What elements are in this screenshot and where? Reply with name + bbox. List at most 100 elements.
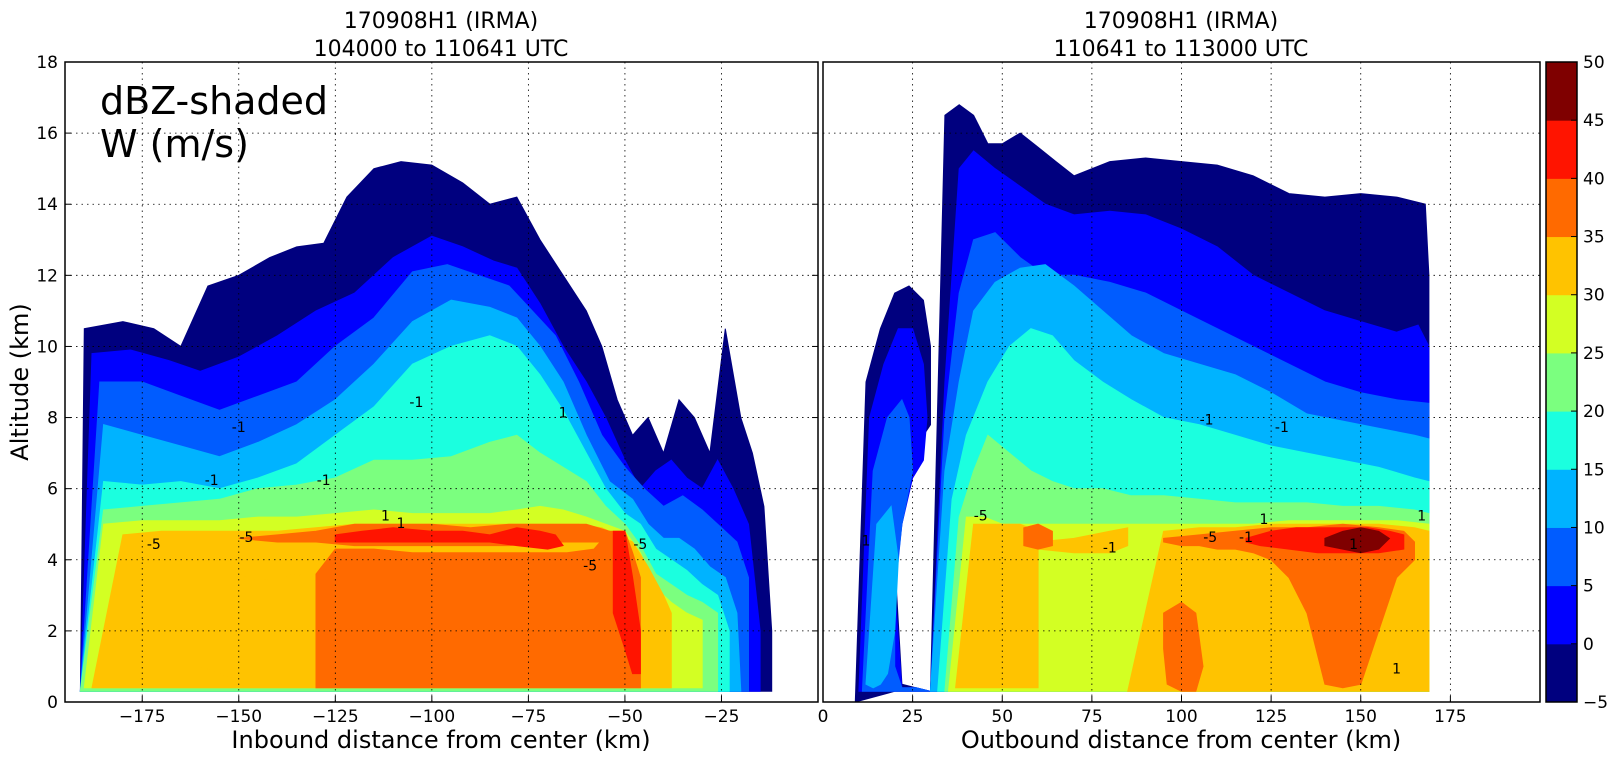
right-x-tick-label: 100: [1165, 707, 1197, 727]
left-x-tick-label: −125: [312, 707, 359, 727]
annotation-line2: W (m/s): [100, 122, 249, 166]
left-contour-label: -1: [205, 473, 219, 489]
right-x-axis-label: Outbound distance from center (km): [961, 726, 1401, 754]
right-contour-label: 1: [1259, 512, 1268, 528]
right-x-ticks: 0 25 50 75 100 125 150 175: [818, 696, 1467, 727]
colorbar-tick-label: −5: [1583, 693, 1608, 713]
colorbar-swatch: [1546, 120, 1577, 179]
right-contour-label: -1: [1239, 530, 1253, 546]
right-x-tick-label: 25: [902, 707, 924, 727]
left-y-ticks: 0 2 4 6 8 10 12 14 16 18: [36, 53, 818, 713]
colorbar-swatch: [1546, 643, 1577, 703]
left-contour-label: -1: [317, 473, 331, 489]
right-contour-label: 1: [1417, 509, 1426, 525]
left-y-tick-label: 12: [36, 266, 58, 286]
annotation-line1: dBZ-shaded: [100, 79, 328, 123]
left-dbz-region: [315, 530, 641, 689]
left-y-tick-label: 10: [36, 337, 58, 357]
right-contour-label: 1: [862, 534, 871, 550]
right-dbz-region: [1037, 527, 1129, 554]
colorbar-swatch: [1546, 527, 1577, 587]
right-x-tick-label: 0: [818, 707, 829, 727]
left-contour-label: -5: [633, 537, 647, 553]
colorbar-swatch: [1546, 236, 1577, 296]
colorbar-tick-label: 35: [1583, 228, 1605, 248]
left-panel: 170908H1 (IRMA) 104000 to 110641 UTC -1-…: [6, 9, 819, 754]
left-contour-label: -5: [147, 537, 161, 553]
left-y-tick-label: 6: [47, 480, 58, 500]
right-contour-labels: 1 -5 -1 -1 1 1 -5 1 -1 1 -1: [862, 413, 1427, 678]
left-x-tick-label: −175: [119, 707, 166, 727]
colorbar-tick-label: 5: [1583, 577, 1594, 597]
colorbar-frame: [1545, 61, 1578, 703]
right-x-tick-label: 75: [1081, 707, 1103, 727]
left-y-tick-label: 8: [47, 409, 58, 429]
colorbar-swatch: [1546, 178, 1577, 238]
left-y-tick-label: 0: [47, 693, 58, 713]
colorbar-tick-label: 45: [1583, 111, 1605, 131]
left-y-tick-label: 14: [36, 195, 58, 215]
left-x-tick-label: −25: [704, 707, 740, 727]
left-dbz-region: [199, 573, 336, 685]
colorbar-tick-label: 40: [1583, 169, 1605, 189]
right-dbz-region: [955, 523, 1039, 689]
left-y-tick-label: 2: [47, 622, 58, 642]
left-y-tick-label: 16: [36, 124, 58, 144]
colorbar-ticks: −5 0 5 10 15 20 25 30 35 40 45 50: [1571, 53, 1608, 713]
left-contour-label: -5: [240, 530, 254, 546]
left-plot-frame: [64, 61, 819, 703]
left-contour-label: -1: [409, 395, 423, 411]
colorbar-swatch: [1546, 352, 1577, 412]
colorbar-tick-label: 20: [1583, 402, 1605, 422]
colorbar-tick-label: 50: [1583, 53, 1605, 73]
right-dbz-region: [1023, 523, 1053, 550]
right-panel: 170908H1 (IRMA) 110641 to 113000 UTC 1 -5…: [818, 9, 1541, 754]
left-contour-label: 1: [559, 406, 568, 422]
right-contour-label: -1: [1103, 541, 1117, 557]
right-contour-label: -5: [1203, 530, 1217, 546]
right-contour-label: -1: [1275, 420, 1289, 436]
right-x-tick-label: 150: [1345, 707, 1377, 727]
left-contour-label: 1: [381, 509, 390, 525]
colorbar-swatch: [1546, 469, 1577, 528]
right-x-tick-label: 125: [1255, 707, 1287, 727]
right-contour-label: 1: [1392, 662, 1401, 678]
right-contour-label: -5: [974, 509, 988, 525]
right-x-tick-label: 175: [1434, 707, 1466, 727]
left-grid: [65, 62, 818, 702]
left-contour-label: -5: [583, 558, 597, 574]
right-reflectivity-fill: [854, 104, 1430, 702]
colorbar-tick-label: 15: [1583, 460, 1605, 480]
left-x-tick-label: −100: [408, 707, 455, 727]
left-y-tick-label: 4: [47, 551, 58, 571]
right-dbz-region: [1163, 601, 1204, 692]
colorbar-tick-label: 0: [1583, 635, 1594, 655]
right-x-tick-label: 50: [991, 707, 1013, 727]
colorbar-swatch: [1546, 62, 1577, 121]
right-dbz-region: [1324, 527, 1391, 554]
colorbar-tick-label: 30: [1583, 286, 1605, 306]
colorbar: −5 0 5 10 15 20 25 30 35 40 45 50: [1545, 53, 1608, 713]
left-y-tick-label: 18: [36, 53, 58, 73]
right-contour-label: -1: [1200, 413, 1214, 429]
colorbar-swatch: [1546, 294, 1577, 354]
left-x-tick-label: −150: [215, 707, 262, 727]
colorbar-swatches: [1546, 62, 1577, 703]
left-x-axis-label: Inbound distance from center (km): [231, 726, 650, 754]
right-title-line1: 170908H1 (IRMA): [1084, 9, 1279, 34]
right-contour-label: 1: [1349, 537, 1358, 553]
left-y-axis-label: Altitude (km): [6, 303, 34, 460]
left-title-line2: 104000 to 110641 UTC: [314, 37, 569, 62]
colorbar-tick-label: 10: [1583, 518, 1605, 538]
left-contour-label: 1: [396, 516, 405, 532]
left-title-line1: 170908H1 (IRMA): [344, 9, 539, 34]
colorbar-swatch: [1546, 411, 1577, 470]
left-contour-labels: -1 -1 -1 1 -5 -5 -5 -5 1 -1 1: [147, 395, 648, 575]
left-x-ticks: −175 −150 −125 −100 −75 −50 −25: [119, 696, 740, 727]
left-contour-label: -1: [232, 420, 246, 436]
colorbar-tick-label: 25: [1583, 344, 1605, 364]
left-reflectivity-fill: [79, 161, 773, 692]
left-dbz-region: [612, 530, 641, 675]
colorbar-swatch: [1546, 585, 1577, 645]
